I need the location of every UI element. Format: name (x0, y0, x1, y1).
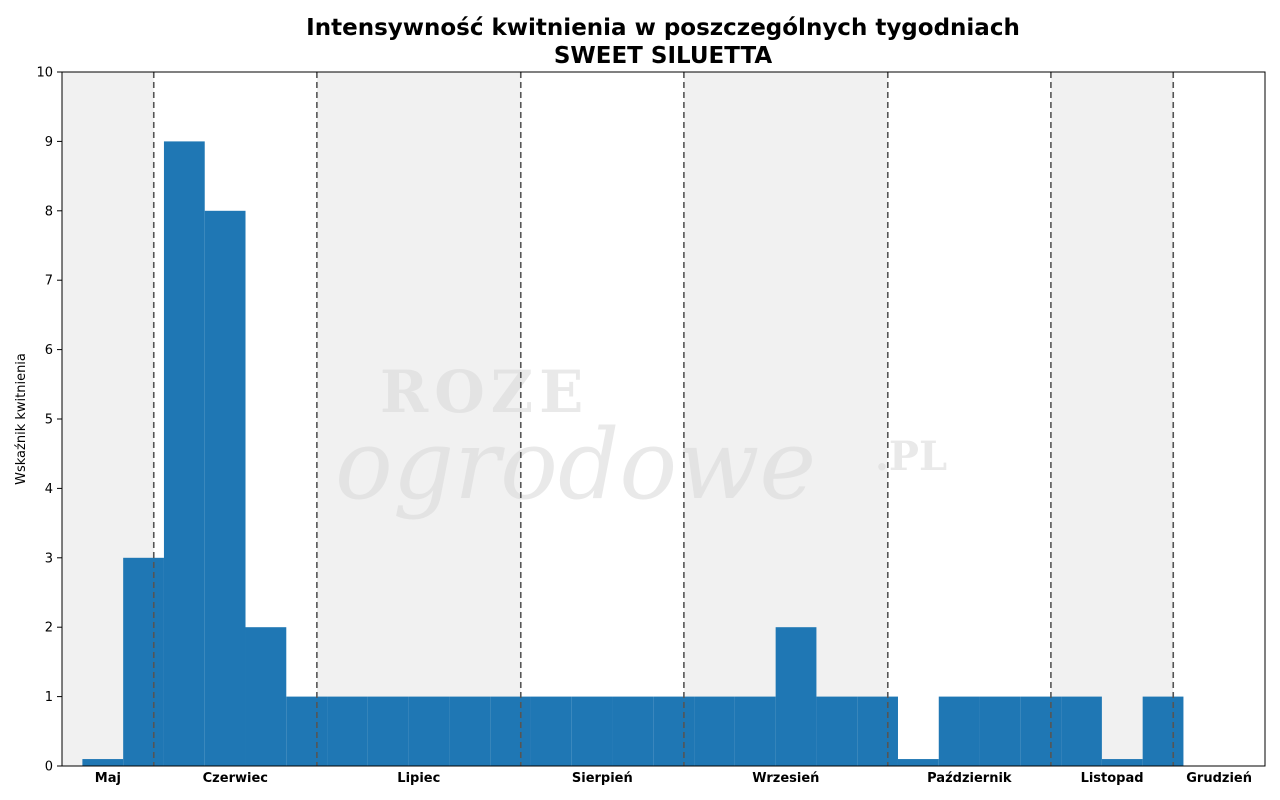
month-band (1050, 72, 1174, 766)
bar (1061, 696, 1102, 766)
bar (367, 696, 409, 766)
bar (82, 759, 124, 766)
month-band (887, 72, 1051, 766)
bar (775, 627, 817, 766)
bar (938, 696, 980, 766)
bar (1101, 759, 1143, 766)
month-label: Lipiec (397, 771, 440, 786)
bar (1020, 696, 1062, 766)
bar (286, 696, 328, 766)
y-tick-label: 4 (45, 482, 53, 497)
bar (1142, 696, 1184, 766)
bar (327, 696, 368, 766)
y-tick-label: 7 (45, 274, 53, 289)
y-tick-label: 0 (45, 760, 53, 775)
y-axis-ticks: 0 1 2 3 4 5 6 7 8 9 10 (36, 66, 62, 775)
y-axis-label: Wskaźnik kwitnienia (14, 353, 29, 485)
bar (490, 696, 531, 766)
bar (897, 759, 939, 766)
y-tick-label: 3 (45, 551, 53, 566)
month-separators (152, 72, 1175, 766)
bar (408, 696, 450, 766)
bar (449, 696, 491, 766)
watermark-line1: ROZE (380, 358, 589, 426)
y-tick-label: 10 (36, 66, 53, 81)
month-band (1173, 72, 1265, 766)
chart-title-line2: SWEET SILUETTA (554, 43, 773, 69)
month-labels: Maj Czerwiec Lipiec Sierpień Wrzesień Paździe… (95, 771, 1252, 786)
bar (734, 696, 776, 766)
bar (694, 696, 735, 766)
y-tick-label: 9 (45, 135, 53, 150)
bar (979, 696, 1021, 766)
bars (82, 141, 1184, 767)
bar (571, 696, 613, 766)
month-label: Maj (95, 771, 121, 786)
month-band (316, 72, 521, 766)
watermark-suffix: .PL (875, 433, 947, 480)
y-tick-label: 6 (45, 343, 53, 358)
watermark-line2: ogrodowe (335, 409, 816, 521)
bar (245, 627, 287, 766)
y-tick-label: 2 (45, 621, 53, 636)
bar (612, 696, 654, 766)
month-label: Listopad (1081, 771, 1144, 786)
y-tick-label: 1 (45, 690, 53, 705)
chart-title-line1: Intensywność kwitnienia w poszczególnych… (306, 15, 1020, 41)
month-label: Wrzesień (752, 771, 819, 786)
bar (163, 141, 205, 766)
month-band (520, 72, 684, 766)
month-label: Sierpień (572, 771, 633, 786)
bar (857, 696, 898, 766)
y-tick-label: 8 (45, 204, 53, 219)
bar (123, 557, 164, 766)
bar (530, 696, 572, 766)
bar (653, 696, 695, 766)
bar (204, 210, 246, 767)
y-tick-label: 5 (45, 413, 53, 428)
month-label: Czerwiec (203, 771, 268, 786)
month-label: Grudzień (1186, 771, 1252, 786)
month-label: Październik (927, 771, 1012, 786)
bar (816, 696, 858, 766)
